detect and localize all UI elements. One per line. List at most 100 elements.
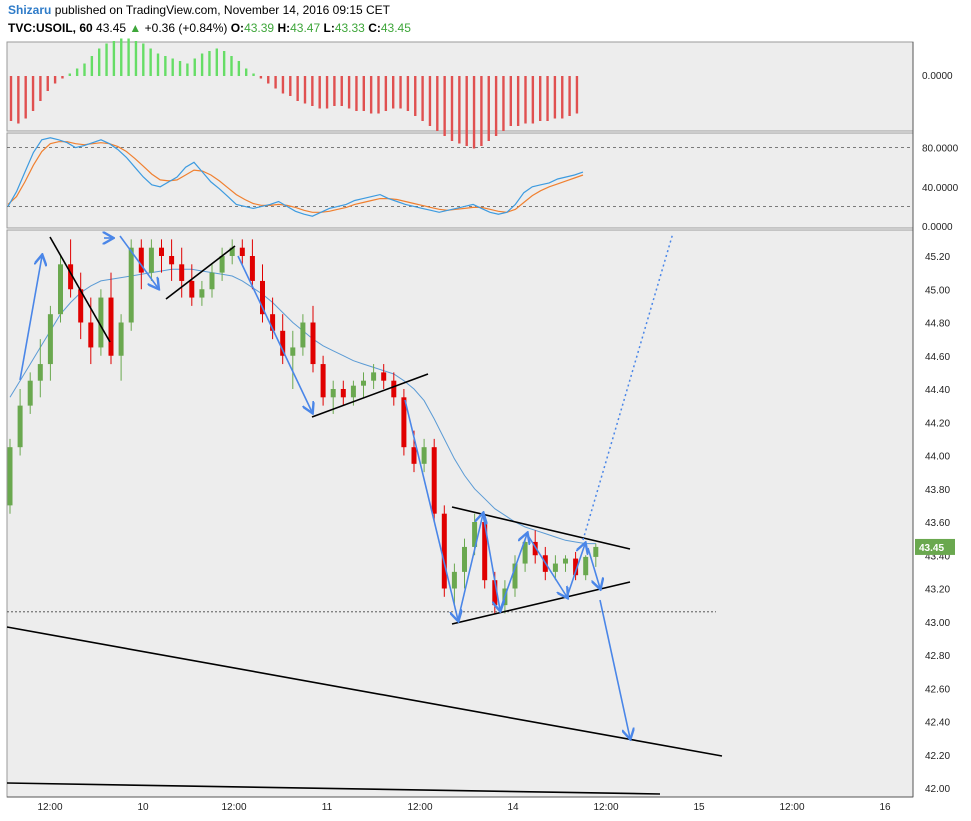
projection-arrow [599, 599, 630, 738]
candle-body [138, 247, 144, 273]
candle-body [17, 405, 23, 448]
candle-body [239, 247, 245, 256]
price-tick-label: 43.60 [925, 518, 950, 529]
projection-arrow [237, 255, 312, 412]
projection-arrow [404, 399, 458, 620]
candle-body [421, 447, 427, 464]
projection-arrow [526, 533, 567, 597]
candle-body [159, 247, 164, 256]
candle-body [27, 380, 33, 406]
candle-body [290, 347, 296, 356]
price-tick-label: 44.60 [925, 352, 950, 363]
high-value: 43.47 [290, 21, 321, 35]
trend-line [311, 373, 429, 418]
projection-arrow [482, 513, 500, 610]
candle-body [462, 546, 467, 572]
candle-body [209, 272, 215, 290]
stoch-tick-label: 80.0000 [922, 144, 959, 155]
time-tick-label: 12:00 [779, 802, 804, 813]
low-label: L: [323, 21, 335, 35]
time-tick-label: 11 [322, 802, 333, 813]
time-tick-label: 10 [137, 802, 149, 813]
candle-body [47, 314, 53, 365]
time-tick-label: 12:00 [221, 802, 246, 813]
candle-body [108, 297, 114, 356]
author-name[interactable]: Shizaru [8, 3, 52, 17]
price-tick-label: 42.80 [925, 651, 950, 662]
high-label: H: [277, 21, 291, 35]
time-tick-label: 15 [693, 802, 705, 813]
candle-body [512, 563, 518, 589]
candle-body [583, 556, 589, 576]
candle-body [401, 397, 407, 448]
candle-body [58, 264, 63, 315]
projection-arrow [457, 514, 483, 621]
candle-body [88, 322, 94, 348]
stoch-tick-label: 40.0000 [922, 183, 959, 194]
stoch-slow-line [7, 141, 584, 213]
up-arrow-icon: ▲ [129, 21, 142, 35]
candle-body [7, 447, 13, 506]
candle-body [381, 372, 387, 381]
candle-body [361, 380, 366, 386]
last-price-label: 43.45 [919, 543, 944, 554]
price-tick-label: 45.00 [925, 285, 950, 296]
candle-body [270, 314, 276, 331]
hist-tick-label: 0.0000 [922, 71, 953, 82]
candle-body [128, 247, 134, 323]
price-tick-label: 43.00 [925, 618, 950, 629]
projection-arrow [566, 544, 585, 598]
candle-body [219, 256, 225, 273]
open-label: O: [230, 21, 245, 35]
candle-body [441, 513, 447, 589]
open-value: 43.39 [244, 21, 275, 35]
candle-body [563, 558, 568, 564]
candle-body [371, 372, 377, 381]
time-tick-label: 14 [507, 802, 519, 813]
candle-body [330, 389, 336, 398]
ohlc-line: TVC:USOIL, 60 43.45 ▲ +0.36 (+0.84%) O:4… [8, 21, 411, 35]
candle-body [199, 289, 205, 298]
price-tick-label: 44.40 [925, 385, 950, 396]
candle-body [482, 522, 488, 581]
candle-body [451, 571, 457, 589]
price-tick-label: 42.40 [925, 718, 950, 729]
candle-body [431, 447, 437, 514]
candle-body [249, 256, 255, 281]
candle-body [179, 264, 185, 281]
candle-body [37, 364, 43, 381]
candle-body [340, 389, 346, 398]
price-panel [6, 229, 914, 798]
publish-line: Shizaru published on TradingView.com, No… [8, 3, 390, 17]
trend-line [6, 626, 723, 757]
time-tick-label: 12:00 [37, 802, 62, 813]
last-price-tag [915, 538, 955, 555]
trend-line [165, 245, 236, 300]
close-label: C: [368, 21, 381, 35]
projection-arrow [119, 235, 158, 288]
candle-body [280, 330, 286, 356]
candle-body [411, 447, 417, 464]
candle-body [532, 541, 538, 556]
candle-body [492, 580, 498, 606]
projection-arrow [499, 534, 527, 611]
candle-body [118, 322, 124, 356]
close-value: 43.45 [380, 21, 411, 35]
price-tick-label: 42.20 [925, 751, 950, 762]
time-tick-label: 12:00 [407, 802, 432, 813]
candle-body [472, 522, 478, 547]
candle-body [593, 546, 599, 557]
candle-body [98, 297, 104, 348]
bullish-projection-line [582, 232, 674, 541]
candle-body [189, 280, 195, 298]
candle-body [169, 256, 175, 265]
trend-line [49, 236, 111, 343]
candle-body [320, 364, 326, 398]
stoch-fast-line [7, 137, 584, 217]
price-tick-label: 44.20 [925, 418, 950, 429]
candle-body [148, 247, 154, 273]
price-tick-label: 43.80 [925, 485, 950, 496]
candle-body [573, 558, 579, 576]
time-tick-label: 16 [879, 802, 891, 813]
